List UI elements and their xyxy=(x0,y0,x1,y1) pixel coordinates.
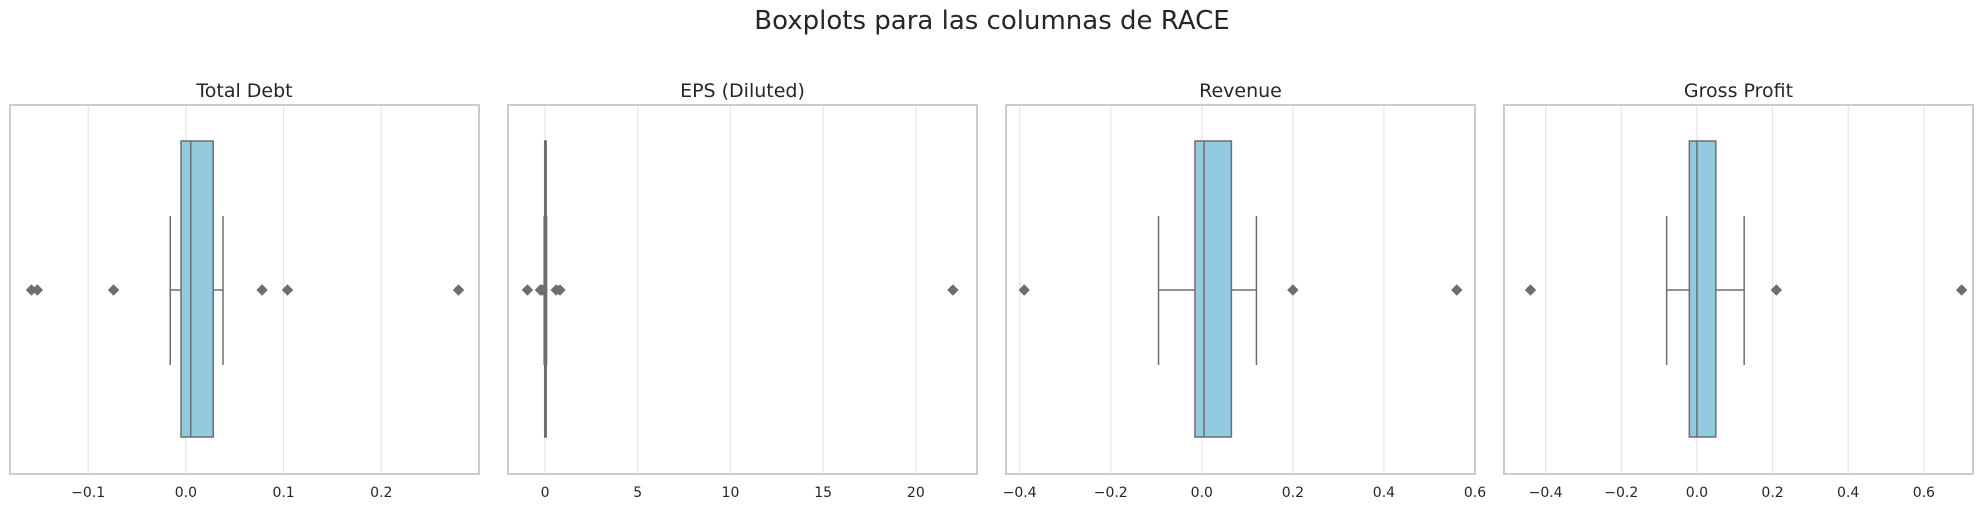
x-tick-label: 0 xyxy=(541,485,550,501)
outlier-point xyxy=(1770,284,1783,296)
subplot-title: Total Debt xyxy=(195,80,292,102)
outlier-point xyxy=(947,284,959,296)
outlier-point xyxy=(554,284,566,296)
subplot-title: Revenue xyxy=(1199,80,1282,102)
outlier-point xyxy=(281,284,294,296)
figure-title: Boxplots para las columnas de RACE xyxy=(754,6,1229,36)
outlier-point xyxy=(1287,284,1299,296)
axes-frame xyxy=(1503,104,1974,475)
x-tick-label: 0.6 xyxy=(1464,485,1486,501)
outlier-point xyxy=(1524,284,1537,296)
x-tick-label: 10 xyxy=(722,485,740,501)
outlier-point xyxy=(452,284,465,296)
x-tick-label: 0.4 xyxy=(1837,485,1859,501)
x-tick-label: −0.2 xyxy=(1604,485,1638,501)
x-tick-label: −0.1 xyxy=(71,485,105,501)
subplot-2: EPS (Diluted) 0 5 10 15 20 xyxy=(507,80,978,501)
outlier-point xyxy=(31,284,44,296)
outlier-point xyxy=(521,284,534,296)
x-tick-label: −0.2 xyxy=(1094,485,1128,501)
x-tick-label: 0.2 xyxy=(1761,485,1783,501)
axes-frame xyxy=(507,104,978,475)
subplot-title: Gross Profit xyxy=(1684,80,1793,102)
axes-frame xyxy=(1005,104,1476,475)
x-tick-label: 0.6 xyxy=(1913,485,1935,501)
subplot-1: Total Debt −0.1 0.0 0.1 0.2 xyxy=(9,80,480,501)
subplot-4: Gross Profit −0.4 −0.2 0.0 0.2 0.4 0.6 xyxy=(1503,80,1974,501)
subplot-title: EPS (Diluted) xyxy=(680,80,805,102)
x-tick-label: 0.2 xyxy=(370,485,392,501)
x-tick-label: 0.2 xyxy=(1282,485,1304,501)
outlier-point xyxy=(1451,284,1463,296)
x-tick-label: 0.0 xyxy=(1191,485,1213,501)
x-tick-label: 15 xyxy=(814,485,832,501)
outlier-point xyxy=(536,284,549,296)
box-iqr xyxy=(1688,140,1717,438)
x-tick-label: 0.1 xyxy=(272,485,294,501)
subplots-container: Total Debt −0.1 0.0 0.1 0.2 EPS (Diluted) 0 5 10… xyxy=(9,80,1974,501)
outlier-point xyxy=(107,284,120,296)
x-tick-label: 0.0 xyxy=(1686,485,1708,501)
subplot-3: Revenue −0.4 −0.2 0.0 0.2 0.4 0.6 xyxy=(1003,80,1487,501)
x-tick-label: 0.4 xyxy=(1373,485,1395,501)
x-tick-label: −0.4 xyxy=(1529,485,1563,501)
outlier-point xyxy=(1018,284,1030,296)
x-tick-label: 0.0 xyxy=(175,485,197,501)
outlier-point xyxy=(256,284,268,296)
outlier-point xyxy=(1955,284,1968,296)
box-iqr xyxy=(1194,140,1233,438)
box-iqr xyxy=(180,140,214,438)
x-tick-label: −0.4 xyxy=(1003,485,1037,501)
x-tick-label: 5 xyxy=(633,485,642,501)
x-tick-label: 20 xyxy=(907,485,925,501)
axes-frame xyxy=(9,104,480,475)
